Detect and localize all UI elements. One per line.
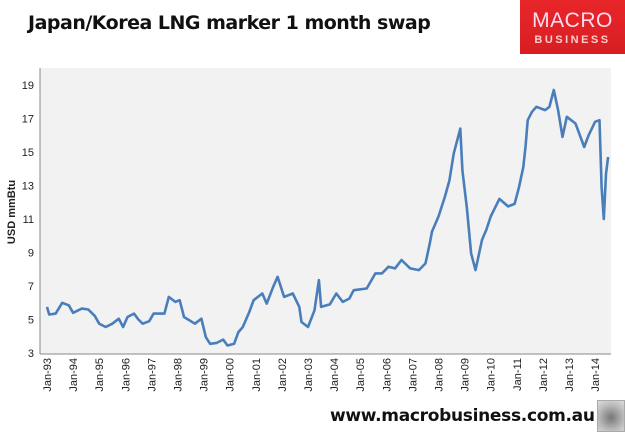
plot-area <box>40 68 611 354</box>
series-line <box>45 88 610 347</box>
y-tick-label: 3 <box>28 348 34 360</box>
x-tick-label: Jan-96 <box>120 358 132 392</box>
x-tick-label: Jan-94 <box>68 358 80 392</box>
x-tick-label: Jan-01 <box>251 358 263 392</box>
x-tick-label: Jan-99 <box>199 358 211 392</box>
x-tick-label: Jan-14 <box>590 358 602 392</box>
y-tick-label: 15 <box>22 147 34 159</box>
x-tick-label: Jan-97 <box>146 358 158 392</box>
y-tick-label: 19 <box>22 80 34 92</box>
x-tick-label: Jan-93 <box>42 358 54 392</box>
macrobusiness-logo: MACRO BUSINESS <box>520 0 625 54</box>
x-tick-label: Jan-04 <box>329 358 341 392</box>
x-tick-label: Jan-95 <box>94 358 106 392</box>
x-tick-label: Jan-06 <box>381 358 393 392</box>
x-tick-label: Jan-13 <box>564 358 576 392</box>
y-axis-label: USD mmBtu <box>6 180 18 244</box>
y-tick-label: 13 <box>22 181 34 193</box>
y-tick-label: 5 <box>28 315 34 327</box>
x-tick-label: Jan-05 <box>355 358 367 392</box>
x-tick-label: Jan-08 <box>434 358 446 392</box>
y-tick-label: 7 <box>28 281 34 293</box>
x-tick-label: Jan-00 <box>225 358 237 392</box>
y-tick-label: 9 <box>28 248 34 260</box>
wolf-logo-image <box>597 400 625 432</box>
x-tick-label: Jan-12 <box>538 358 550 392</box>
x-tick-label: Jan-03 <box>303 358 315 392</box>
logo-line2: BUSINESS <box>534 34 611 46</box>
logo-line1: MACRO <box>532 9 613 32</box>
x-tick-label: Jan-98 <box>173 358 185 392</box>
x-tick-label: Jan-10 <box>486 358 498 392</box>
x-tick-label: Jan-09 <box>460 358 472 392</box>
x-tick-label: Jan-11 <box>512 358 524 391</box>
x-tick-label: Jan-07 <box>407 358 419 392</box>
website-url: www.macrobusiness.com.au <box>330 406 595 426</box>
y-tick-label: 17 <box>22 114 34 126</box>
chart-title: Japan/Korea LNG marker 1 month swap <box>28 12 431 34</box>
x-tick-label: Jan-02 <box>277 358 289 392</box>
y-tick-label: 11 <box>23 214 34 226</box>
